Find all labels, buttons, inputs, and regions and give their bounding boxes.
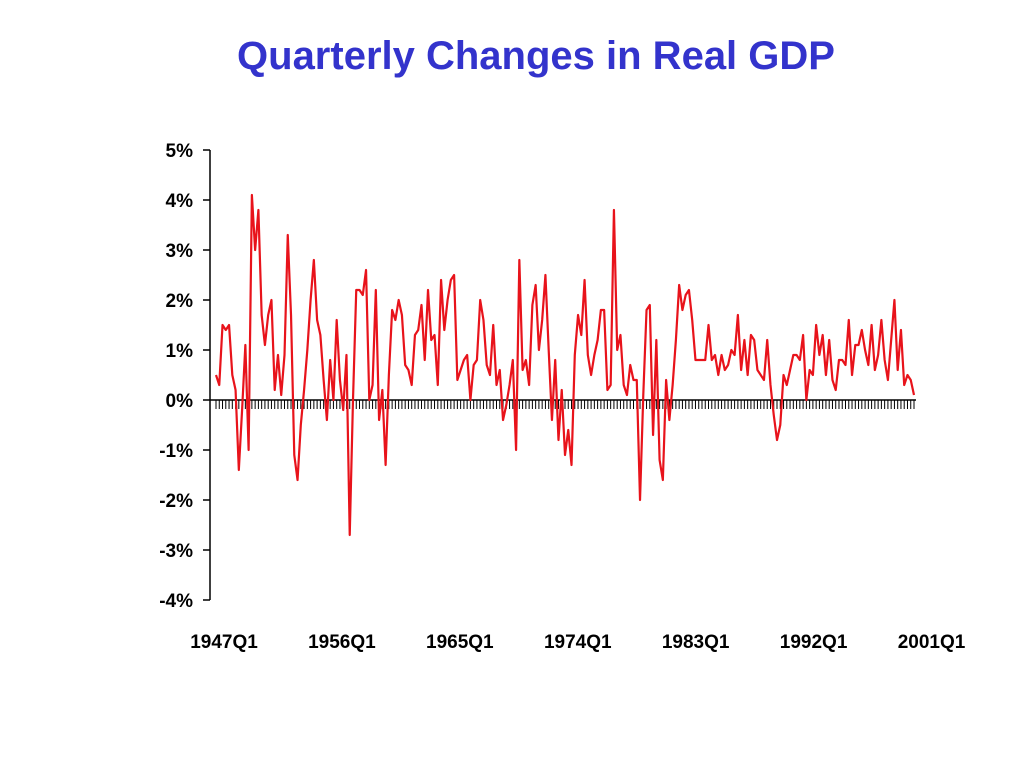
y-tick-label: -3% [159, 541, 193, 562]
x-tick-label: 1956Q1 [308, 632, 376, 653]
y-tick-label: 0% [166, 391, 194, 412]
x-tick-label: 2001Q1 [898, 632, 966, 653]
y-tick-label: -1% [159, 441, 193, 462]
x-tick-label: 1947Q1 [190, 632, 258, 653]
y-axis-ticks: 5% 4% 3% 2% 1% 0% -1% -2% -3% -4% [159, 141, 210, 612]
x-tick-label: 1974Q1 [544, 632, 612, 653]
chart-title: Quarterly Changes in Real GDP [237, 34, 835, 78]
gdp-change-series-line [214, 193, 916, 537]
y-tick-label: 1% [166, 341, 194, 362]
x-tick-label: 1983Q1 [662, 632, 730, 653]
x-tick-label: 1965Q1 [426, 632, 494, 653]
y-tick-label: 2% [166, 291, 194, 312]
y-tick-label: 5% [166, 141, 194, 162]
y-tick-label: -4% [159, 591, 193, 612]
x-axis-ticks: 1947Q1 1956Q1 1965Q1 1974Q1 1983Q1 1992Q1 2001… [190, 632, 966, 653]
y-tick-label: 4% [166, 191, 194, 212]
y-tick-label: -2% [159, 491, 193, 512]
x-tick-label: 1992Q1 [780, 632, 848, 653]
y-tick-label: 3% [166, 241, 194, 262]
series-group [214, 193, 916, 537]
